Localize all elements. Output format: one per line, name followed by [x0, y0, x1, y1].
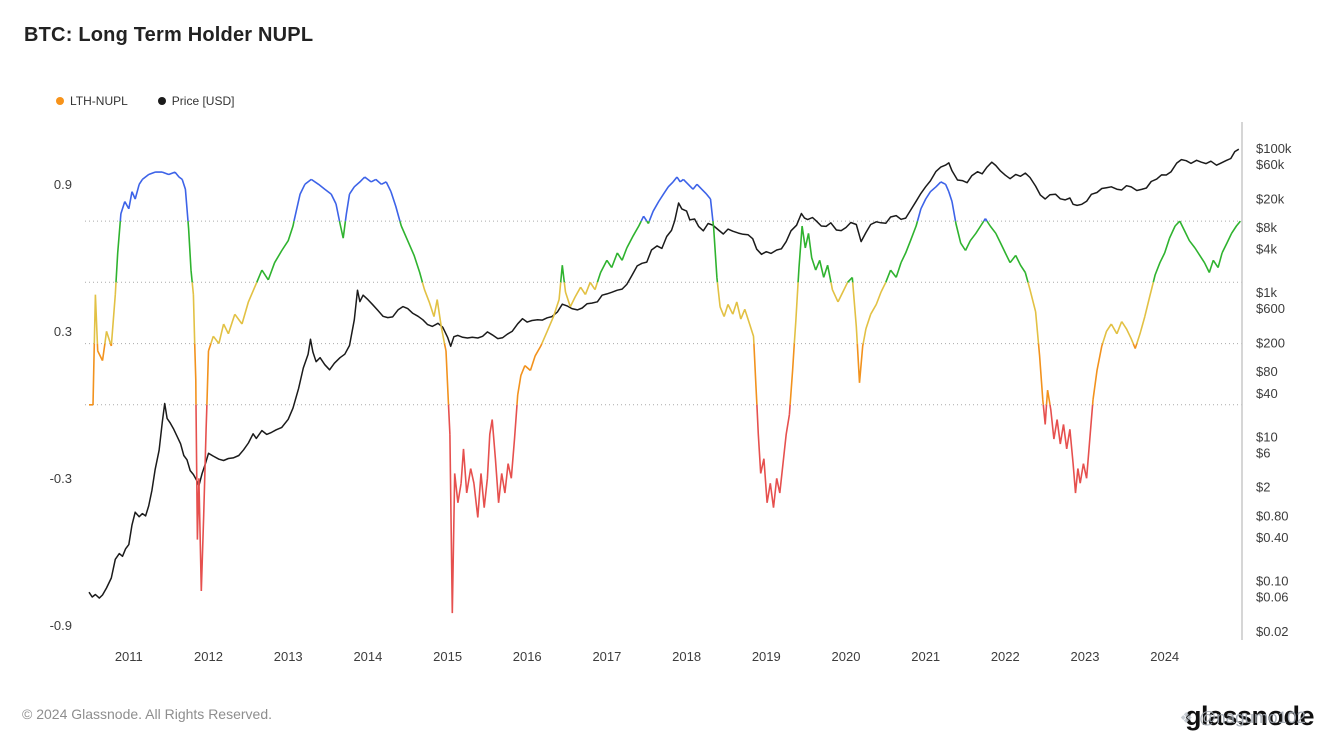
- nupl-line-segment: [93, 281, 1155, 345]
- x-axis-tick: 2019: [752, 649, 781, 664]
- x-axis-tick: 2018: [672, 649, 701, 664]
- x-axis-tick: 2022: [991, 649, 1020, 664]
- legend-label-price: Price [USD]: [171, 94, 235, 108]
- right-axis-tick: $200: [1256, 336, 1285, 351]
- left-axis-tick: -0.9: [50, 618, 72, 633]
- legend-label-lth-nupl: LTH-NUPL: [70, 94, 128, 108]
- x-axis-tick: 2024: [1150, 649, 1179, 664]
- right-axis-tick: $40: [1256, 386, 1278, 401]
- right-axis-tick: $10: [1256, 429, 1278, 444]
- nupl-line-segment: [119, 171, 988, 222]
- right-axis-tick: $100k: [1256, 141, 1292, 156]
- nupl-line-segment: [195, 404, 1094, 614]
- x-axis-tick: 2021: [911, 649, 940, 664]
- chart-title: BTC: Long Term Holder NUPL: [24, 24, 314, 46]
- copyright-text: © 2024 Glassnode. All Rights Reserved.: [22, 706, 273, 722]
- price-line: [88, 148, 1240, 599]
- left-axis-tick: 0.3: [54, 324, 72, 339]
- x-axis-tick: 2014: [353, 649, 382, 664]
- lth-nupl-dot-icon: [56, 97, 64, 105]
- x-axis-tick: 2020: [832, 649, 861, 664]
- nupl-line-segment: [115, 220, 1242, 283]
- x-axis-tick: 2023: [1071, 649, 1100, 664]
- right-axis-tick: $1k: [1256, 285, 1277, 300]
- right-axis-tick: $0.80: [1256, 508, 1289, 523]
- legend-item-price[interactable]: Price [USD]: [157, 94, 235, 108]
- x-axis-tick: 2016: [513, 649, 542, 664]
- x-axis-tick: 2012: [194, 649, 223, 664]
- right-axis-tick: $4k: [1256, 242, 1277, 257]
- right-axis-tick: $2: [1256, 480, 1270, 495]
- right-axis-tick: $0.02: [1256, 624, 1289, 639]
- right-axis-tick: $600: [1256, 301, 1285, 316]
- x-axis-tick: 2015: [433, 649, 462, 664]
- left-axis-tick: -0.3: [50, 471, 72, 486]
- x-axis-tick: 2011: [115, 649, 143, 664]
- x-axis-tick: 2013: [274, 649, 303, 664]
- right-axis-tick: $60k: [1256, 157, 1285, 172]
- legend-item-lth-nupl[interactable]: LTH-NUPL: [56, 94, 128, 108]
- right-axis-tick: $6: [1256, 445, 1270, 460]
- nupl-line-segment: [89, 343, 1138, 406]
- chart-legend: LTH-NUPL Price [USD]: [56, 94, 234, 108]
- price-dot-icon: [157, 97, 166, 105]
- glassnode-logo[interactable]: glassnode: [1184, 701, 1315, 731]
- right-axis-tick: $80: [1256, 364, 1278, 379]
- right-axis-tick: $0.06: [1256, 590, 1289, 605]
- x-axis-tick: 2017: [592, 649, 621, 664]
- right-axis-tick: $20k: [1256, 191, 1285, 206]
- left-axis-tick: 0.9: [54, 177, 72, 192]
- right-axis-tick: $8k: [1256, 220, 1277, 235]
- right-axis-tick: $0.40: [1256, 530, 1289, 545]
- right-axis-tick: $0.10: [1256, 574, 1289, 589]
